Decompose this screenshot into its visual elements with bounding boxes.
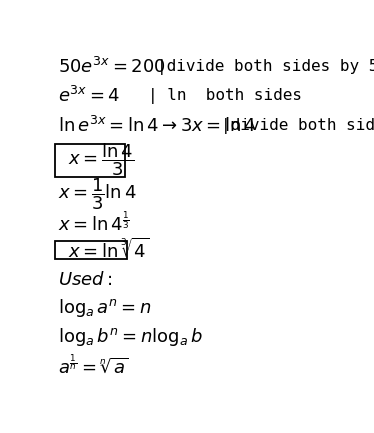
FancyBboxPatch shape bbox=[55, 144, 125, 178]
Text: |divide both sides by 3: |divide both sides by 3 bbox=[221, 118, 374, 134]
Text: $x = \dfrac{1}{3} \ln 4$: $x = \dfrac{1}{3} \ln 4$ bbox=[58, 177, 137, 213]
Text: $x = \ln \sqrt[3]{4}$: $x = \ln \sqrt[3]{4}$ bbox=[68, 238, 150, 262]
Text: $50e^{3x} = 200$: $50e^{3x} = 200$ bbox=[58, 57, 166, 77]
Text: $a^{\frac{1}{n}} = \sqrt[n]{a}$: $a^{\frac{1}{n}} = \sqrt[n]{a}$ bbox=[58, 355, 129, 378]
Text: |divide both sides by 50: |divide both sides by 50 bbox=[157, 59, 374, 75]
Text: $x = \dfrac{\ln 4}{3}$: $x = \dfrac{\ln 4}{3}$ bbox=[68, 141, 135, 178]
Text: $\log_a a^n = n$: $\log_a a^n = n$ bbox=[58, 297, 152, 319]
Text: $\ln e^{3x} = \ln 4 \to 3x = \ln 4$: $\ln e^{3x} = \ln 4 \to 3x = \ln 4$ bbox=[58, 116, 257, 136]
FancyBboxPatch shape bbox=[55, 241, 127, 259]
Text: $x = \ln 4^{\frac{1}{3}}$: $x = \ln 4^{\frac{1}{3}}$ bbox=[58, 210, 130, 234]
Text: $e^{3x} = 4$: $e^{3x} = 4$ bbox=[58, 86, 121, 107]
Text: $\mathit{Used}:$: $\mathit{Used}:$ bbox=[58, 271, 113, 289]
Text: $\log_a b^n = n \log_a b$: $\log_a b^n = n \log_a b$ bbox=[58, 326, 203, 348]
Text: | ln  both sides: | ln both sides bbox=[148, 88, 302, 104]
